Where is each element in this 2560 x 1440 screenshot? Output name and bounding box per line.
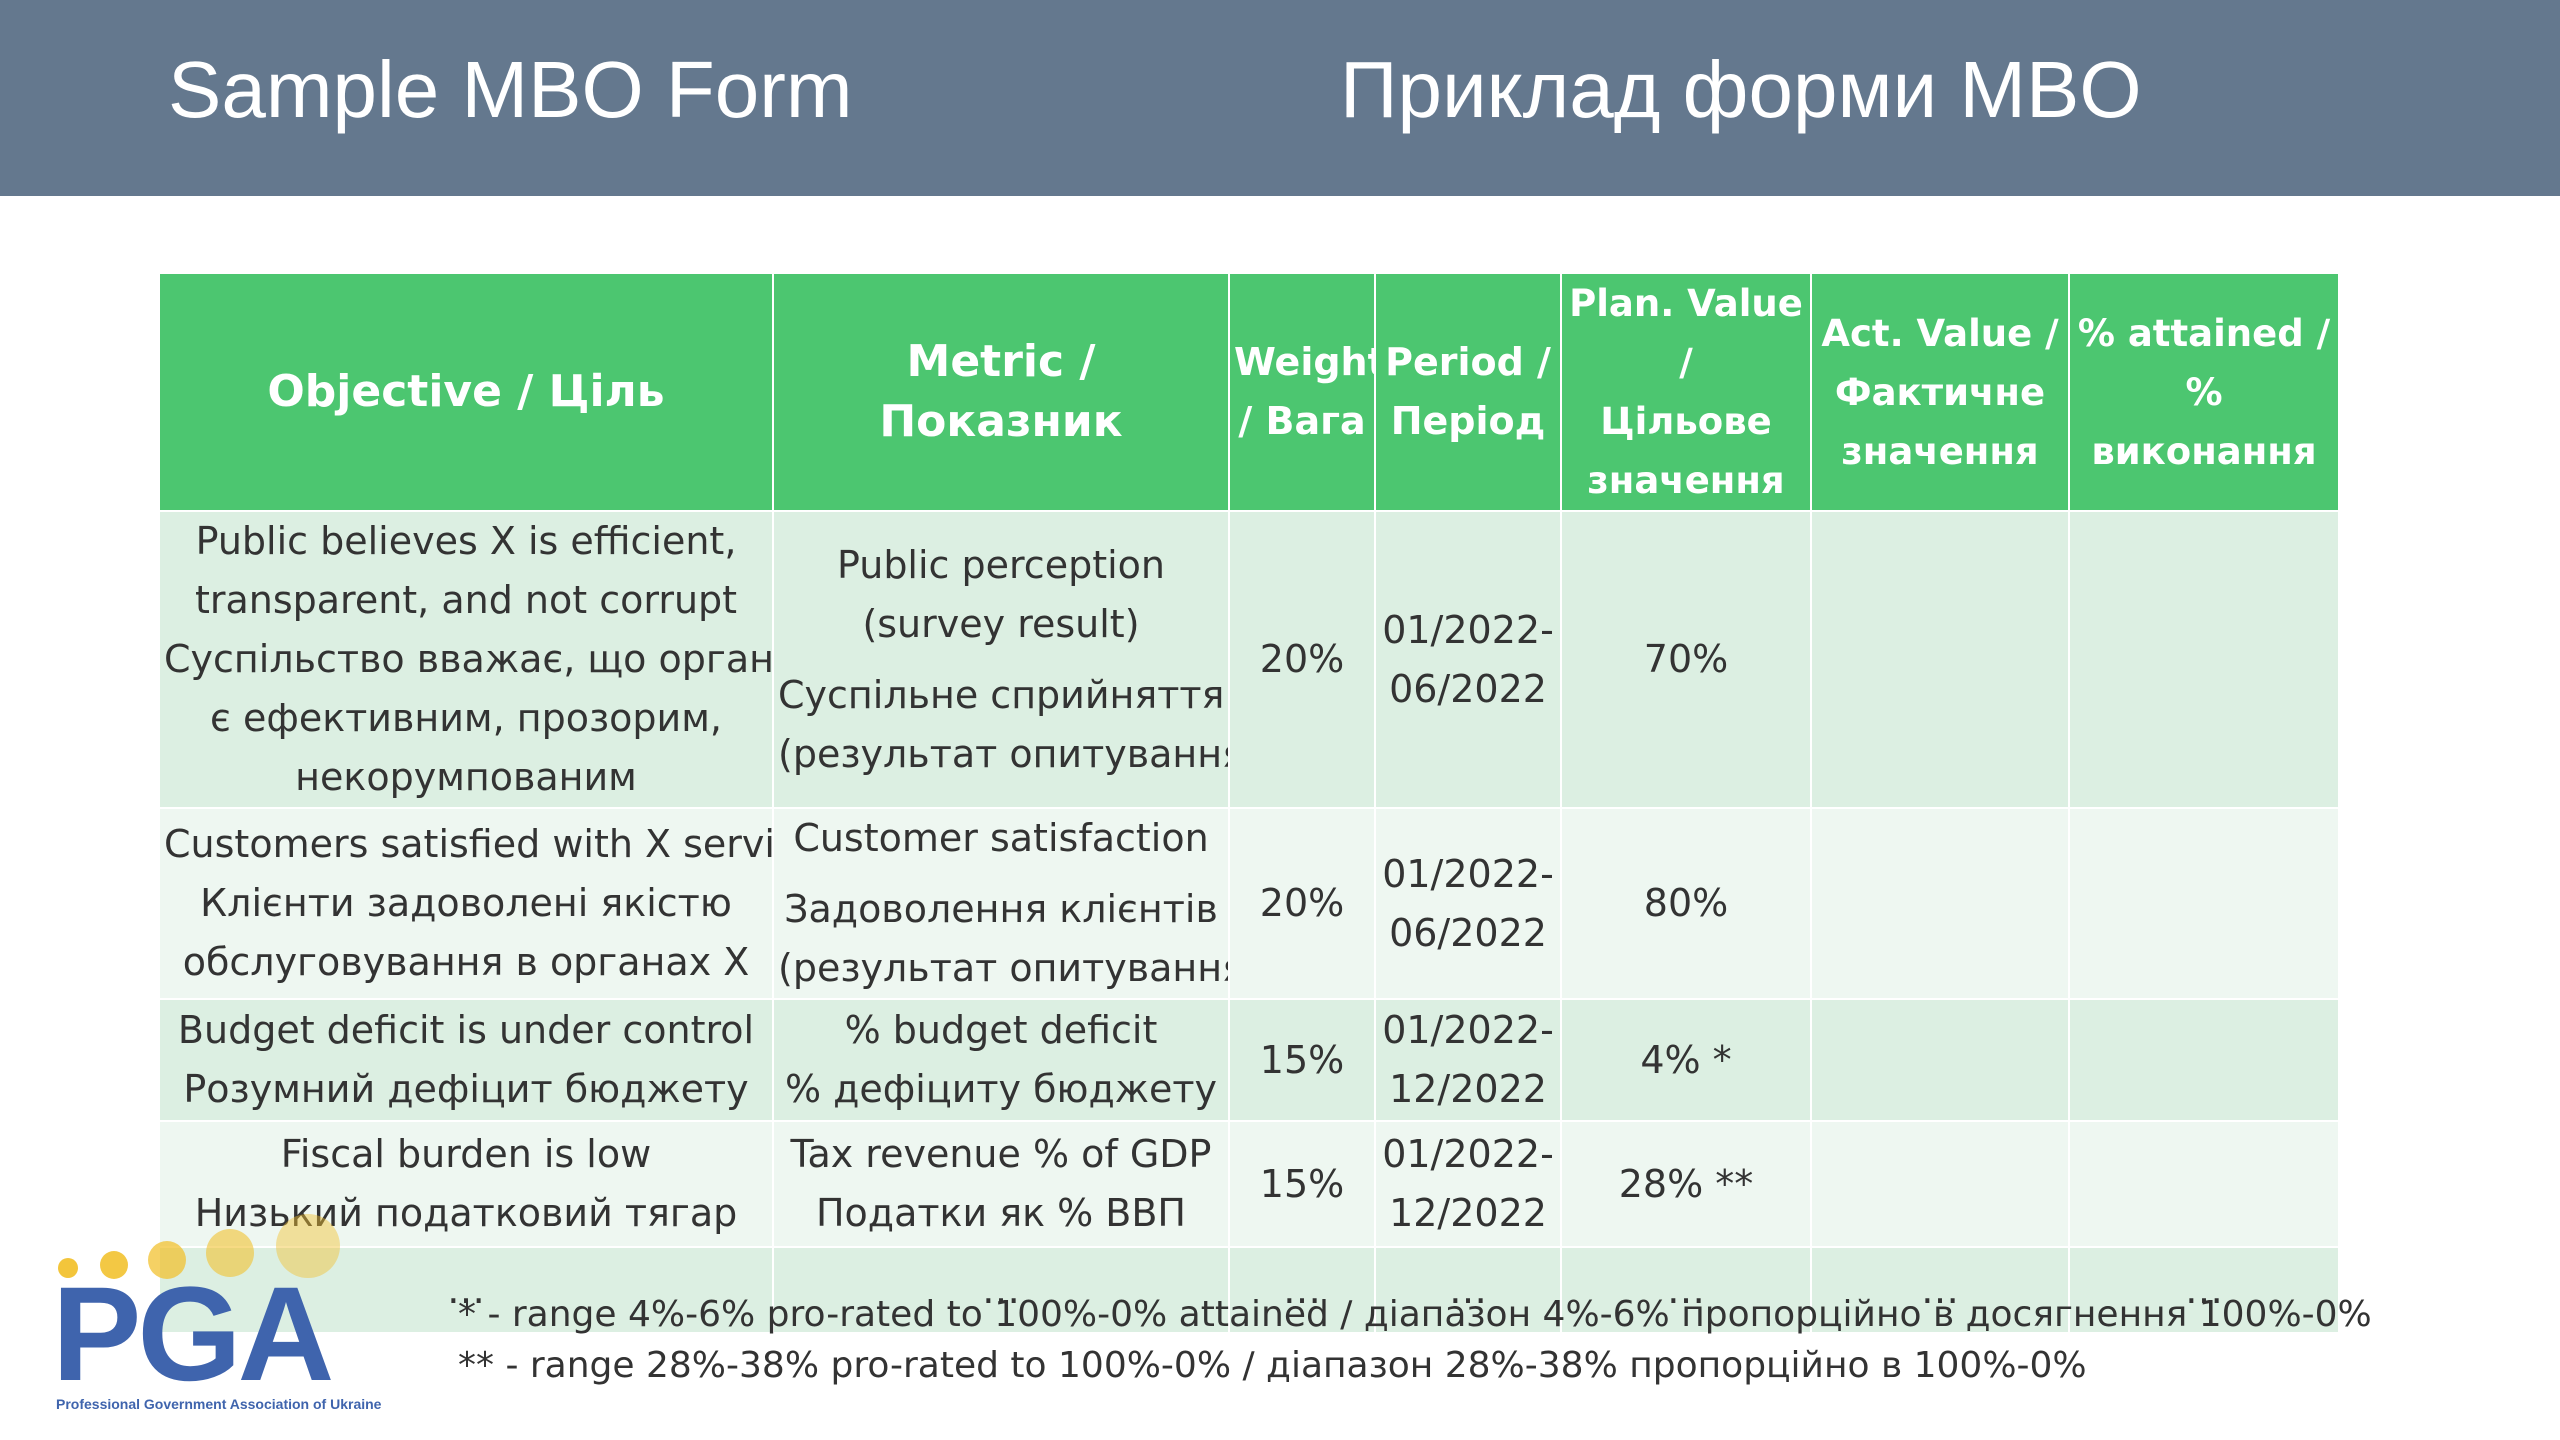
- plan-value-cell: …: [1560, 1246, 1812, 1334]
- actual-value-cell: [1810, 998, 2070, 1122]
- weight-cell: 15%: [1228, 998, 1376, 1122]
- objective-cell: Budget deficit is under control Розумний…: [158, 998, 774, 1122]
- metric-cell: Tax revenue % of GDP Податки як % ВВП: [772, 1120, 1230, 1248]
- table-row: Customers satisfied with X service Клієн…: [158, 807, 2340, 1000]
- footnote-2: ** - range 28%-38% pro-rated to 100%-0% …: [458, 1345, 2087, 1386]
- table-row: Fiscal burden is low Низький податковий …: [158, 1120, 2340, 1248]
- table-row: Public believes X is efficient, transpar…: [158, 510, 2340, 809]
- table-row-ellipsis: … … … … … … …: [158, 1246, 2340, 1334]
- plan-value-cell: 28% **: [1560, 1120, 1812, 1248]
- logo-text: PGA: [52, 1260, 334, 1409]
- plan-value-cell: 70%: [1560, 510, 1812, 809]
- actual-value-cell: [1810, 510, 2070, 809]
- col-header-weight: Weight / Вага: [1228, 272, 1376, 512]
- objective-cell: Fiscal burden is low Низький податковий …: [158, 1120, 774, 1248]
- metric-cell: Customer satisfaction Задоволення клієнт…: [772, 807, 1230, 1000]
- objective-cell: Public believes X is efficient, transpar…: [158, 510, 774, 809]
- col-header-actual-value: Act. Value / Фактичне значення: [1810, 272, 2070, 512]
- period-cell: 01/2022- 12/2022: [1374, 1120, 1562, 1248]
- attained-cell: [2068, 1120, 2340, 1248]
- attained-cell: [2068, 998, 2340, 1122]
- metric-cell: …: [772, 1246, 1230, 1334]
- title-bar: Sample MBO Form Приклад форми MBO: [0, 0, 2560, 196]
- logo-dots-icon: [58, 1214, 340, 1279]
- weight-cell: …: [1228, 1246, 1376, 1334]
- metric-cell: % budget deficit % дефіциту бюджету: [772, 998, 1230, 1122]
- actual-value-cell: …: [1810, 1246, 2070, 1334]
- period-cell: …: [1374, 1246, 1562, 1334]
- footnote-1: * - range 4%-6% pro-rated to 100%-0% att…: [458, 1294, 2372, 1335]
- logo-dot: [148, 1241, 186, 1279]
- objective-cell: …: [158, 1246, 774, 1334]
- attained-cell: [2068, 510, 2340, 809]
- table-row: Budget deficit is under control Розумний…: [158, 998, 2340, 1122]
- mbo-table: Objective / Ціль Metric / Показник Weigh…: [158, 272, 2340, 1334]
- weight-cell: 15%: [1228, 1120, 1376, 1248]
- col-header-metric: Metric / Показник: [772, 272, 1230, 512]
- logo-dot: [206, 1229, 254, 1277]
- col-header-attained: % attained / % виконання: [2068, 272, 2340, 512]
- weight-cell: 20%: [1228, 510, 1376, 809]
- plan-value-cell: 80%: [1560, 807, 1812, 1000]
- actual-value-cell: [1810, 1120, 2070, 1248]
- period-cell: 01/2022- 06/2022: [1374, 510, 1562, 809]
- col-header-objective: Objective / Ціль: [158, 272, 774, 512]
- logo-dot: [100, 1251, 128, 1279]
- pga-logo: [52, 1210, 372, 1420]
- period-cell: 01/2022- 06/2022: [1374, 807, 1562, 1000]
- attained-cell: …: [2068, 1246, 2340, 1334]
- attained-cell: [2068, 807, 2340, 1000]
- actual-value-cell: [1810, 807, 2070, 1000]
- col-header-plan-value: Plan. Value / Цільове значення: [1560, 272, 1812, 512]
- title-english: Sample MBO Form: [168, 45, 853, 134]
- plan-value-cell: 4% *: [1560, 998, 1812, 1122]
- logo-dot: [276, 1214, 340, 1278]
- logo-dot: [58, 1258, 78, 1278]
- objective-cell: Customers satisfied with X service Клієн…: [158, 807, 774, 1000]
- period-cell: 01/2022- 12/2022: [1374, 998, 1562, 1122]
- metric-cell: Public perception (survey result) Суспіл…: [772, 510, 1230, 809]
- weight-cell: 20%: [1228, 807, 1376, 1000]
- col-header-period: Period / Період: [1374, 272, 1562, 512]
- title-ukrainian: Приклад форми MBO: [1340, 45, 2142, 134]
- logo-subtitle: Professional Government Association of U…: [56, 1396, 382, 1412]
- table-header-row: Objective / Ціль Metric / Показник Weigh…: [158, 272, 2340, 512]
